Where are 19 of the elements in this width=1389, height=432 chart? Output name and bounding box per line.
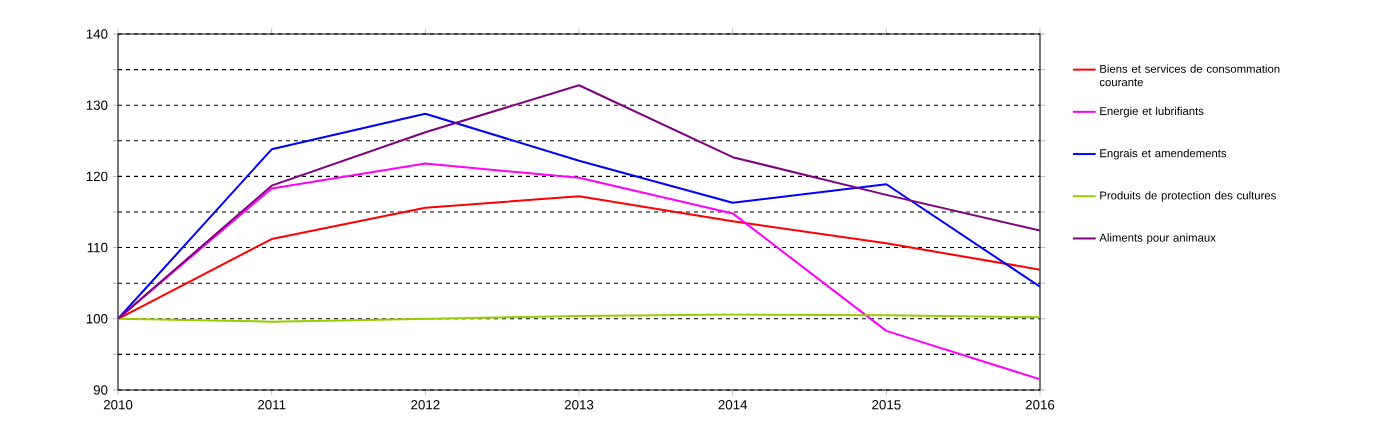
x-tick-label: 2010 (103, 400, 133, 410)
legend-label: Produits de protection des cultures (1100, 191, 1276, 202)
y-tick-label: 130 (86, 100, 108, 110)
x-tick-label: 2012 (411, 400, 440, 410)
x-tick-label: 2015 (872, 400, 901, 410)
y-tick-label: 100 (86, 314, 108, 324)
x-tick-label: 2011 (258, 400, 286, 410)
y-tick-label: 110 (87, 242, 108, 253)
legend-label: Engrais et amendements (1100, 148, 1227, 160)
x-tick-label: 2014 (718, 400, 748, 410)
legend-label: Biens et services de consommation courante (1099, 64, 1280, 87)
legend-label: Energie et lubrifiants (1100, 106, 1204, 118)
x-tick-label: 2016 (1025, 400, 1055, 410)
y-tick-label: 90 (93, 385, 108, 395)
y-tick-label: 140 (86, 29, 108, 39)
y-tick-label: 120 (86, 171, 108, 182)
x-tick-label: 2013 (564, 400, 594, 410)
line-series (118, 195, 1040, 320)
legend-label: Aliments pour animaux (1099, 233, 1216, 244)
